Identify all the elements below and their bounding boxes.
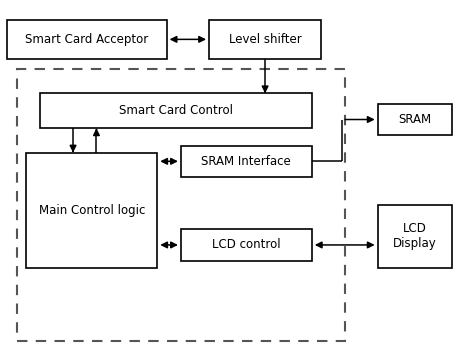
Bar [209,20,321,58]
Bar [181,145,312,177]
Bar [17,69,345,341]
Text: SRAM Interface: SRAM Interface [201,155,291,168]
Text: Smart Card Control: Smart Card Control [119,104,233,117]
Bar [377,205,453,268]
Bar [26,153,157,268]
Text: LCD control: LCD control [212,239,281,251]
Bar [40,93,312,128]
Text: Main Control logic: Main Control logic [38,204,145,217]
Bar [8,20,167,58]
Text: SRAM: SRAM [399,113,431,126]
Text: LCD
Display: LCD Display [393,222,437,250]
Bar [377,104,453,135]
Text: Level shifter: Level shifter [229,33,301,46]
Text: Smart Card Acceptor: Smart Card Acceptor [26,33,149,46]
Bar [181,229,312,261]
